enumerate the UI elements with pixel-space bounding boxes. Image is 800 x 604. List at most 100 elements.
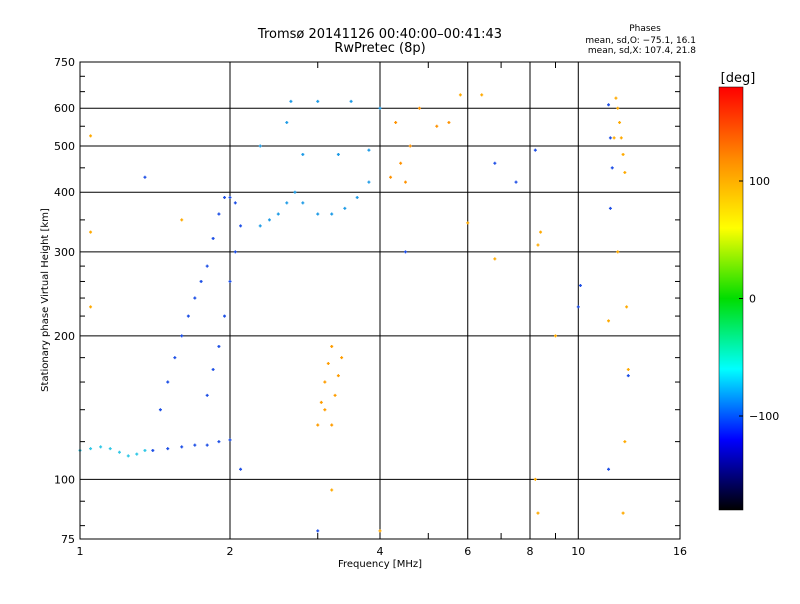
- x-tick-label: 10: [571, 545, 585, 558]
- data-point: [607, 467, 611, 471]
- data-point: [343, 206, 347, 210]
- data-point: [193, 296, 197, 300]
- data-point: [180, 334, 184, 338]
- x-tick-label: 4: [377, 545, 384, 558]
- data-point: [403, 250, 407, 254]
- data-point: [316, 212, 320, 216]
- data-point: [378, 106, 382, 110]
- x-axis-label: Frequency [MHz]: [338, 559, 422, 570]
- data-point: [458, 93, 462, 97]
- data-point: [417, 106, 421, 110]
- data-point: [623, 440, 627, 444]
- data-point: [258, 224, 262, 228]
- data-point: [355, 195, 359, 199]
- data-point: [180, 445, 184, 449]
- data-point: [223, 195, 227, 199]
- x-tick-label: 6: [464, 545, 471, 558]
- data-point: [239, 467, 243, 471]
- data-point: [553, 334, 557, 338]
- colorbar-ticks: 100 0 −100: [739, 175, 779, 423]
- colorbar-unit-label: [deg]: [721, 71, 756, 86]
- phases-info-title: Phases: [629, 24, 661, 34]
- data-point: [193, 443, 197, 447]
- data-point: [619, 136, 623, 140]
- data-point: [205, 443, 209, 447]
- data-point: [493, 161, 497, 165]
- y-tick-label: 600: [54, 102, 75, 115]
- data-point: [267, 218, 271, 222]
- data-point: [217, 440, 221, 444]
- data-point: [228, 438, 232, 442]
- data-point: [205, 264, 209, 268]
- data-point: [289, 99, 293, 103]
- data-point: [466, 221, 470, 225]
- y-tick-label: 100: [54, 473, 75, 486]
- data-point: [610, 166, 614, 170]
- data-point: [285, 201, 289, 205]
- data-point: [186, 314, 190, 318]
- x-tick-label: 16: [673, 545, 687, 558]
- data-point: [623, 170, 627, 174]
- data-point: [316, 423, 320, 427]
- data-point: [199, 279, 203, 283]
- data-point: [228, 195, 232, 199]
- data-point: [614, 96, 618, 100]
- data-point: [394, 121, 398, 125]
- colorbar-tick-label: −100: [749, 410, 779, 423]
- data-point: [340, 356, 344, 360]
- data-point: [367, 148, 371, 152]
- data-point: [126, 454, 130, 458]
- data-point: [330, 344, 334, 348]
- data-point: [493, 257, 497, 261]
- data-point: [625, 305, 629, 309]
- data-point: [608, 206, 612, 210]
- x-axis-ticks: 1 2 4 6 8 10 16: [77, 62, 687, 558]
- data-point: [539, 230, 543, 234]
- data-point: [233, 250, 237, 254]
- data-point: [330, 212, 334, 216]
- data-point: [349, 99, 353, 103]
- x-tick-label: 1: [77, 545, 84, 558]
- data-point: [293, 190, 297, 194]
- y-axis-ticks: 75 100 200 300 400 500 600 750: [54, 56, 680, 546]
- plot-frame: [79, 61, 681, 540]
- data-point: [323, 380, 327, 384]
- chart-subtitle: RwPretec (8p): [334, 41, 425, 56]
- data-point: [285, 121, 289, 125]
- data-point: [616, 106, 620, 110]
- data-point: [143, 175, 147, 179]
- data-point: [536, 243, 540, 247]
- data-point: [621, 152, 625, 156]
- y-tick-label: 300: [54, 246, 75, 259]
- data-point: [336, 374, 340, 378]
- data-point: [301, 152, 305, 156]
- y-axis-label: Stationary phase Virtual Height [km]: [40, 208, 51, 392]
- data-point: [316, 529, 320, 533]
- data-point: [217, 212, 221, 216]
- data-point: [89, 447, 93, 451]
- y-tick-label: 75: [61, 533, 75, 546]
- x-tick-label: 2: [227, 545, 234, 558]
- data-point: [480, 93, 484, 97]
- data-point: [330, 488, 334, 492]
- grid: [80, 62, 680, 539]
- data-point: [89, 134, 93, 138]
- y-tick-label: 500: [54, 140, 75, 153]
- data-point: [258, 144, 262, 148]
- colorbar-tick-label: 0: [749, 293, 756, 306]
- data-point: [612, 136, 616, 140]
- data-point: [336, 152, 340, 156]
- data-point: [89, 305, 93, 309]
- data-point: [180, 218, 184, 222]
- data-point: [316, 99, 320, 103]
- data-point: [536, 511, 540, 515]
- data-point: [408, 144, 412, 148]
- data-point: [326, 361, 330, 365]
- data-point: [435, 124, 439, 128]
- colorbar-tick-label: 100: [749, 175, 770, 188]
- data-point: [626, 374, 630, 378]
- data-point: [319, 400, 323, 404]
- data-point: [378, 529, 382, 533]
